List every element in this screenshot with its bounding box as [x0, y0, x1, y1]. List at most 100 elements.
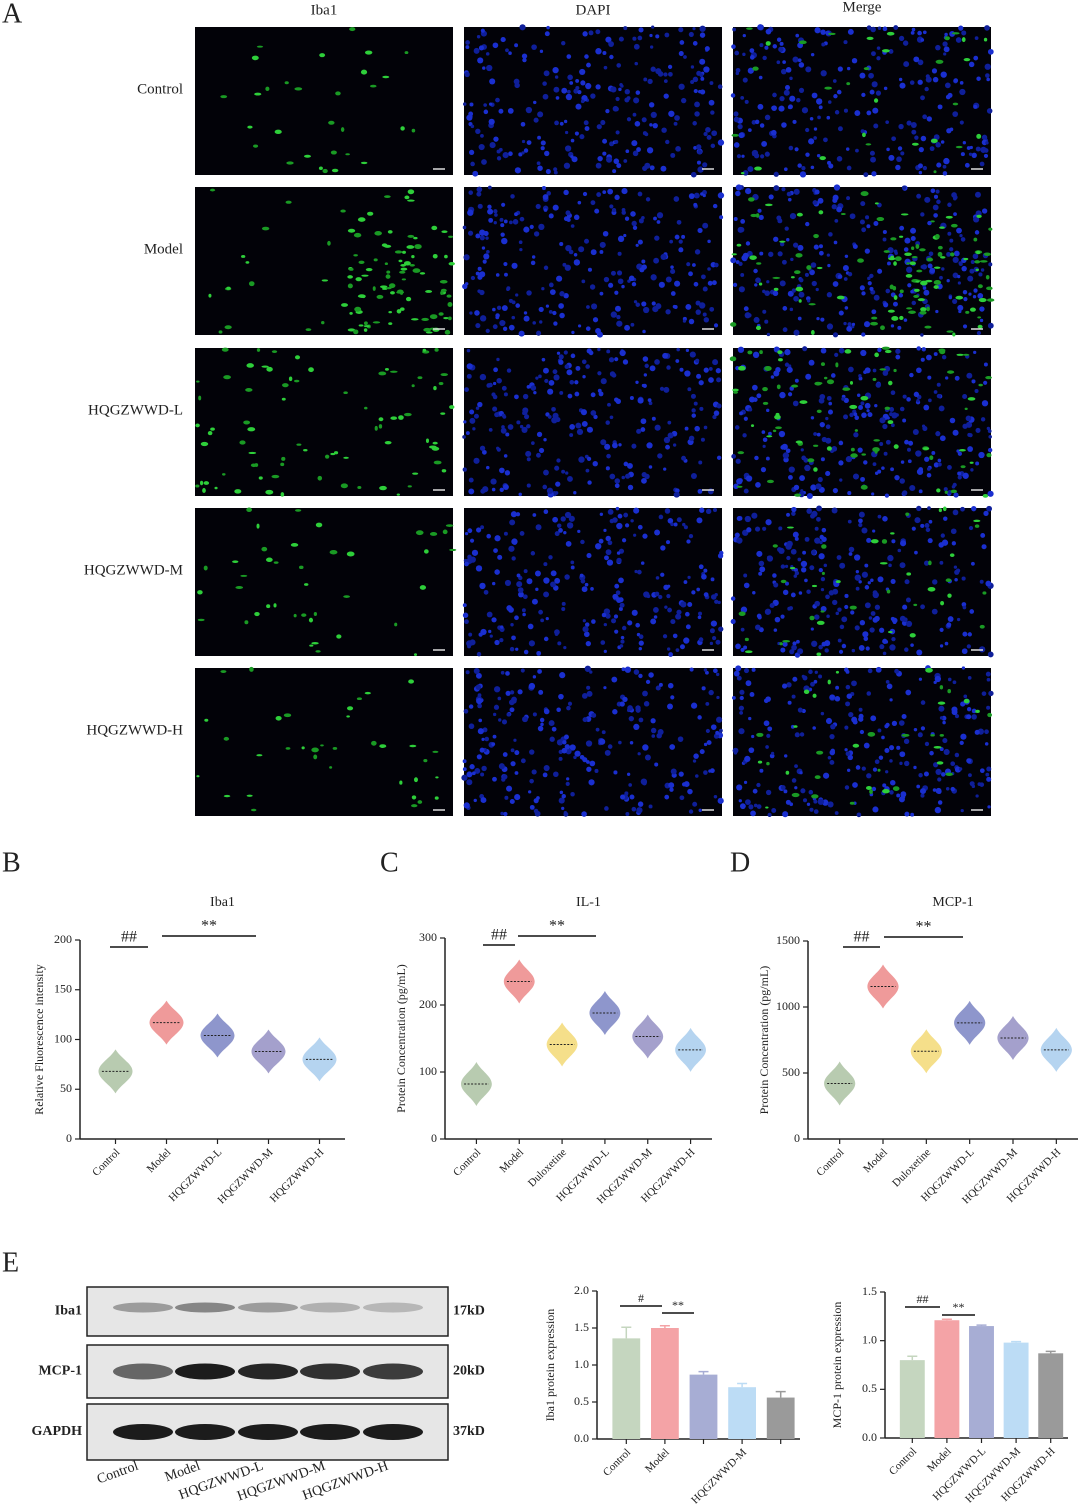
- microglia: [861, 453, 866, 456]
- nucleus: [584, 622, 590, 627]
- nucleus: [780, 564, 786, 569]
- nucleus: [500, 37, 506, 43]
- nucleus: [714, 593, 718, 597]
- microglia: [945, 578, 952, 583]
- microglia: [835, 580, 841, 584]
- nucleus: [983, 153, 989, 159]
- nucleus: [866, 110, 872, 116]
- nucleus: [777, 251, 783, 257]
- nucleus: [752, 788, 758, 794]
- nucleus: [903, 61, 910, 68]
- nucleus: [574, 750, 581, 757]
- nucleus: [814, 537, 821, 544]
- nucleus: [852, 244, 858, 250]
- microglia: [955, 145, 963, 149]
- nucleus: [782, 327, 788, 333]
- nucleus: [542, 81, 547, 86]
- nucleus: [660, 165, 667, 172]
- nucleus: [581, 420, 588, 427]
- nucleus: [882, 229, 887, 235]
- nucleus: [833, 240, 838, 245]
- nucleus: [575, 422, 582, 429]
- nucleus: [547, 415, 552, 419]
- nucleus: [543, 708, 550, 715]
- nucleus: [582, 191, 588, 197]
- nucleus: [575, 86, 580, 91]
- nucleus: [642, 744, 649, 751]
- nucleus: [898, 77, 903, 82]
- nucleus: [882, 516, 888, 522]
- microglia: [398, 415, 404, 420]
- nucleus: [829, 759, 835, 765]
- nucleus: [522, 612, 526, 617]
- nucleus: [557, 641, 562, 646]
- nucleus: [678, 247, 684, 253]
- nucleus: [496, 357, 500, 362]
- nucleus: [462, 759, 467, 764]
- microglia: [759, 350, 763, 355]
- nucleus: [638, 717, 644, 723]
- nucleus: [753, 268, 758, 274]
- nucleus: [883, 302, 889, 308]
- nucleus: [903, 738, 910, 745]
- microglia: [821, 571, 825, 576]
- nucleus: [548, 282, 554, 288]
- nucleus: [621, 667, 626, 672]
- nucleus: [805, 66, 812, 73]
- nucleus: [740, 627, 745, 632]
- nucleus: [765, 519, 772, 526]
- nucleus: [814, 670, 818, 674]
- nucleus: [554, 491, 559, 495]
- nucleus: [831, 507, 838, 514]
- nucleus: [872, 107, 879, 114]
- nucleus: [566, 777, 570, 781]
- y-axis-title: Protein Concentration (pg/mL): [757, 966, 771, 1115]
- nucleus: [685, 611, 690, 617]
- nucleus: [556, 458, 561, 463]
- nucleus: [738, 728, 745, 735]
- nucleus: [936, 382, 941, 387]
- nucleus: [493, 209, 498, 214]
- nucleus: [678, 51, 684, 57]
- nucleus: [825, 717, 833, 725]
- nucleus: [712, 414, 717, 420]
- nucleus: [734, 425, 740, 430]
- nucleus: [561, 747, 568, 754]
- nucleus: [944, 82, 951, 89]
- nucleus: [741, 254, 748, 262]
- nucleus: [515, 647, 519, 651]
- nucleus: [969, 145, 973, 150]
- nucleus: [863, 172, 869, 178]
- microglia: [906, 307, 913, 310]
- microglia: [449, 405, 455, 410]
- nucleus: [792, 119, 797, 124]
- nucleus: [743, 573, 748, 578]
- nucleus: [737, 346, 745, 353]
- nucleus: [783, 789, 788, 794]
- nucleus: [962, 394, 968, 400]
- nucleus: [868, 72, 874, 79]
- nucleus: [465, 45, 470, 50]
- nucleus: [479, 747, 485, 753]
- nucleus: [635, 302, 641, 307]
- nucleus: [926, 116, 932, 122]
- nucleus: [943, 748, 950, 756]
- nucleus: [943, 516, 948, 521]
- nucleus: [624, 666, 632, 673]
- nucleus: [986, 108, 993, 114]
- microglia: [849, 605, 857, 610]
- microglia: [348, 267, 354, 271]
- nucleus: [952, 256, 959, 264]
- nucleus: [581, 586, 588, 593]
- microglia: [879, 562, 888, 565]
- nucleus: [738, 132, 745, 139]
- nucleus: [823, 137, 828, 143]
- nucleus: [948, 295, 953, 300]
- nucleus: [678, 83, 685, 90]
- nucleus: [599, 512, 604, 516]
- nucleus: [599, 250, 604, 254]
- nucleus: [631, 806, 637, 812]
- nucleus: [744, 99, 749, 104]
- nucleus: [691, 413, 696, 418]
- nucleus: [664, 605, 668, 609]
